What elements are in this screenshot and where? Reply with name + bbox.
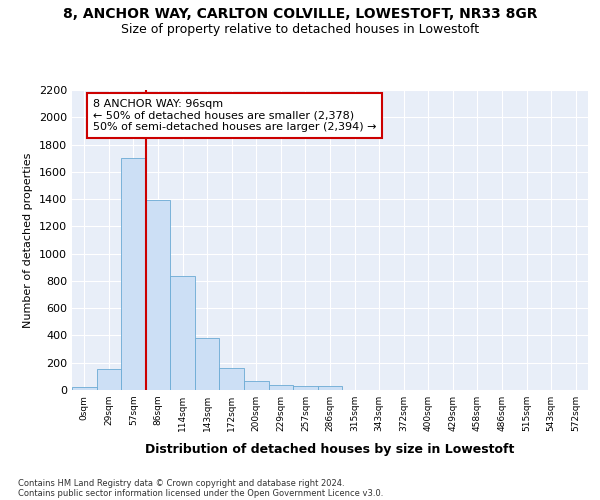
Bar (97, 369, 121, 390)
Bar (220, 368, 244, 390)
Bar (195, 338, 220, 390)
Bar (146, 200, 170, 390)
Text: Distribution of detached houses by size in Lowestoft: Distribution of detached houses by size … (145, 442, 515, 456)
Bar (318, 386, 342, 390)
Bar (121, 158, 146, 390)
Text: 8, ANCHOR WAY, CARLTON COLVILLE, LOWESTOFT, NR33 8GR: 8, ANCHOR WAY, CARLTON COLVILLE, LOWESTO… (63, 8, 537, 22)
Text: Size of property relative to detached houses in Lowestoft: Size of property relative to detached ho… (121, 22, 479, 36)
Bar (170, 276, 195, 390)
Bar (269, 385, 293, 390)
Text: 8 ANCHOR WAY: 96sqm
← 50% of detached houses are smaller (2,378)
50% of semi-det: 8 ANCHOR WAY: 96sqm ← 50% of detached ho… (92, 99, 376, 132)
Bar (72, 388, 97, 390)
Bar (293, 386, 318, 390)
Y-axis label: Number of detached properties: Number of detached properties (23, 152, 34, 328)
Text: Contains HM Land Registry data © Crown copyright and database right 2024.: Contains HM Land Registry data © Crown c… (18, 478, 344, 488)
Text: Contains public sector information licensed under the Open Government Licence v3: Contains public sector information licen… (18, 488, 383, 498)
Bar (244, 381, 269, 390)
